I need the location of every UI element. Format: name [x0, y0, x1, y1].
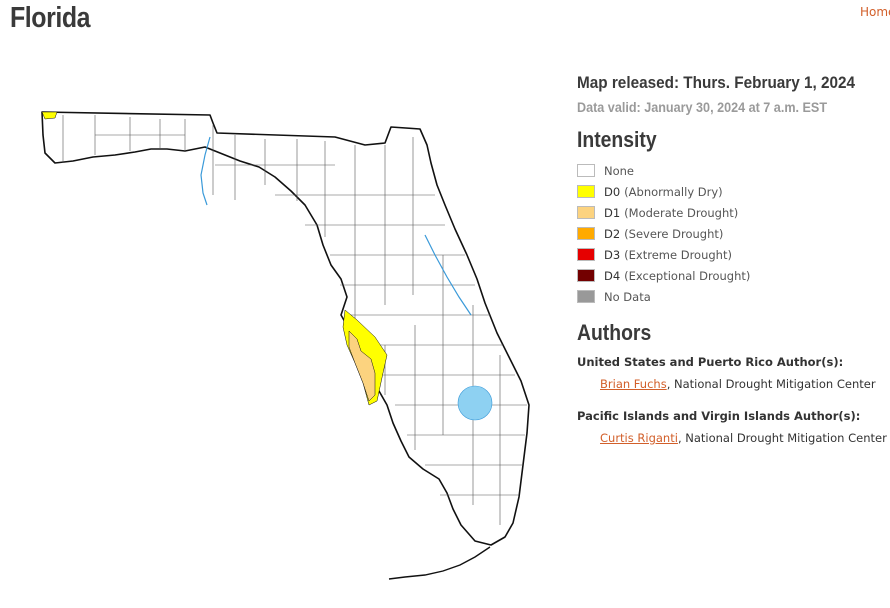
legend-swatch [577, 269, 595, 282]
author-affiliation: , National Drought Mitigation Center [677, 431, 887, 445]
info-panel: Map released: Thurs. February 1, 2024 Da… [577, 73, 887, 445]
legend-swatch [577, 206, 595, 219]
author-group-label-us: United States and Puerto Rico Author(s): [577, 355, 844, 369]
author-line-pacific: Curtis Riganti, National Drought Mitigat… [600, 431, 887, 445]
page-title: Florida [10, 2, 91, 34]
legend-code: D0 [604, 184, 621, 199]
author-affiliation: , National Drought Mitigation Center [666, 377, 876, 391]
legend-item-d3: D3 (Extreme Drought) [577, 244, 887, 265]
author-group-label-pacific: Pacific Islands and Virgin Islands Autho… [577, 409, 861, 423]
st-johns-river [424, 234, 472, 316]
home-link[interactable]: Home [860, 5, 890, 19]
legend-label: (Moderate Drought) [624, 205, 739, 220]
d1-area-west-coast [348, 330, 376, 402]
legend-swatch [577, 185, 595, 198]
legend-swatch [577, 248, 595, 261]
data-valid-text: Data valid: January 30, 2024 at 7 a.m. E… [577, 99, 828, 115]
legend-swatch [577, 227, 595, 240]
drought-map [35, 105, 535, 590]
legend-label: No Data [604, 289, 651, 304]
author-link-brian-fuchs[interactable]: Brian Fuchs [600, 377, 667, 391]
apalachicola-river [200, 136, 211, 206]
legend-code: D2 [604, 226, 621, 241]
legend-code: D1 [604, 205, 621, 220]
legend-label: (Severe Drought) [624, 226, 724, 241]
legend-swatch [577, 290, 595, 303]
florida-map-svg [41, 111, 530, 580]
florida-outline [41, 111, 530, 546]
author-link-curtis-riganti[interactable]: Curtis Riganti [600, 431, 678, 445]
florida-keys [388, 546, 491, 580]
legend-label: None [604, 163, 635, 178]
map-released-text: Map released: Thurs. February 1, 2024 [577, 73, 856, 92]
d0-area-panhandle [41, 111, 58, 120]
authors-heading: Authors [577, 320, 652, 345]
legend-label: (Abnormally Dry) [624, 184, 723, 199]
intensity-legend: None D0 (Abnormally Dry) D1 (Moderate Dr… [577, 160, 887, 307]
county-lines [62, 115, 527, 525]
legend-label: (Exceptional Drought) [624, 268, 751, 283]
legend-code: D3 [604, 247, 621, 262]
legend-code: D4 [604, 268, 621, 283]
legend-item-d4: D4 (Exceptional Drought) [577, 265, 887, 286]
legend-item-d2: D2 (Severe Drought) [577, 223, 887, 244]
legend-item-d1: D1 (Moderate Drought) [577, 202, 887, 223]
legend-item-d0: D0 (Abnormally Dry) [577, 181, 887, 202]
author-line-us: Brian Fuchs, National Drought Mitigation… [600, 377, 887, 391]
legend-item-none: None [577, 160, 887, 181]
legend-swatch [577, 164, 595, 177]
legend-item-no-data: No Data [577, 286, 887, 307]
legend-label: (Extreme Drought) [624, 247, 732, 262]
lake-okeechobee [457, 385, 493, 421]
intensity-heading: Intensity [577, 127, 657, 152]
